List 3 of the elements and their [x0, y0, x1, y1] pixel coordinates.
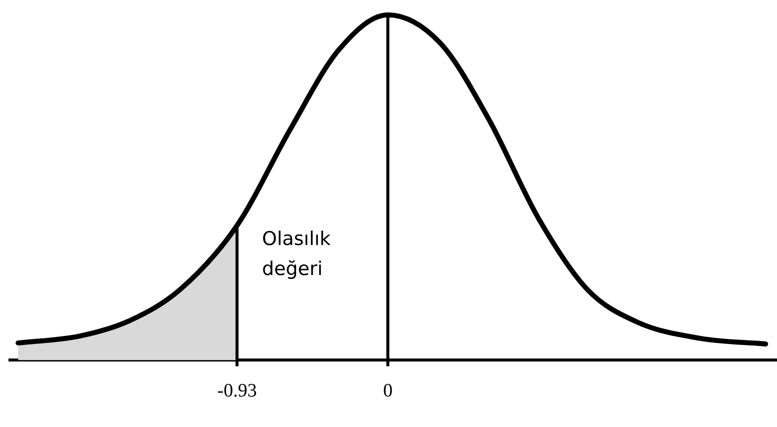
x-tick-label: 0: [383, 380, 393, 402]
x-tick-label: -0.93: [217, 380, 257, 402]
annotation: Olasılık değeri: [262, 228, 331, 280]
